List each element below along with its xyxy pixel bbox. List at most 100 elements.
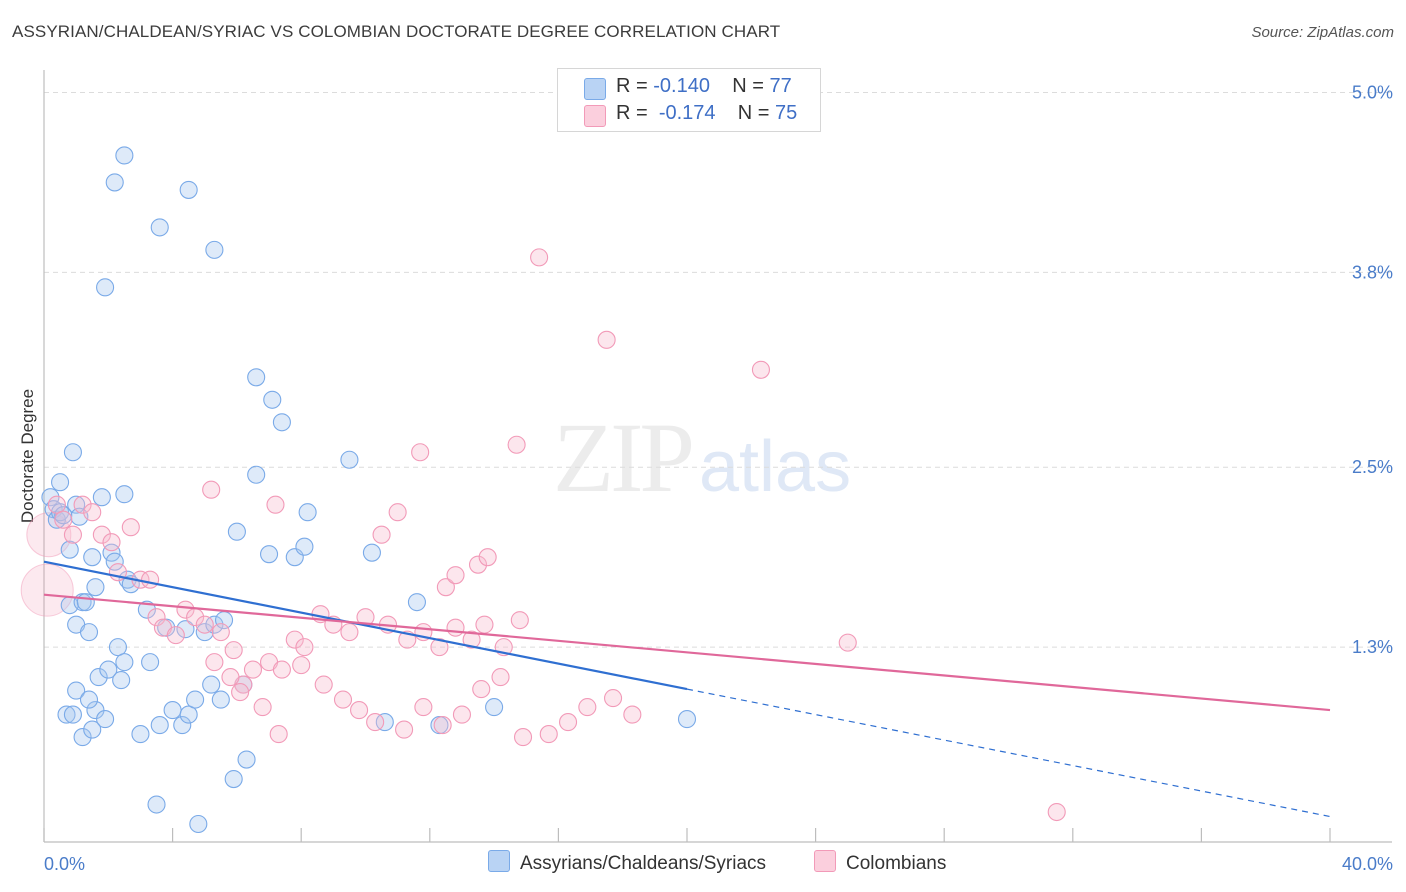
colombians-point: [623, 705, 642, 724]
legend-swatch-colombians: [584, 105, 606, 127]
assyrians-point: [76, 593, 95, 612]
assyrians-point: [108, 638, 127, 657]
assyrians-trend-line: [43, 560, 688, 691]
assyrians-point: [67, 681, 86, 700]
assyrians-point: [137, 600, 156, 619]
colombians-point: [141, 570, 160, 589]
colombians-point: [491, 668, 510, 687]
colombians-point: [314, 675, 333, 694]
assyrians-point: [205, 240, 224, 259]
colombians-point: [604, 689, 623, 708]
assyrians-point: [63, 705, 82, 724]
x-tick-label: 40.0%: [1342, 854, 1393, 874]
assyrians-point: [179, 180, 198, 199]
colombians-point: [472, 680, 491, 699]
colombians-point: [539, 725, 558, 744]
colombians-point: [92, 525, 111, 544]
y-axis-title: Doctorate Degree: [18, 389, 37, 523]
colombians-point: [253, 698, 272, 717]
colombians-point: [102, 533, 121, 552]
colombians-point: [478, 548, 497, 567]
colombians-point: [414, 698, 433, 717]
assyrians-point: [186, 690, 205, 709]
colombians-point: [269, 725, 288, 744]
colombians-point: [751, 360, 770, 379]
colombians-point: [73, 495, 92, 514]
colombians-point: [433, 716, 452, 735]
assyrians-point: [407, 593, 426, 612]
assyrians-point: [176, 620, 195, 639]
colombians-point: [295, 638, 314, 657]
colombians-point: [395, 720, 414, 739]
legend-text-assyrians: R = -0.140 N = 77: [616, 75, 792, 97]
assyrians-point: [79, 690, 99, 709]
colombians-point: [507, 435, 526, 454]
assyrians-point: [211, 690, 230, 709]
bottom-legend-label-assyrians: Assyrians/Chaldeans/Syriacs: [520, 853, 767, 874]
bottom-legend-label-colombians: Colombians: [846, 853, 947, 874]
colombians-point: [468, 555, 488, 574]
y-tick-label: 3.8%: [1352, 262, 1393, 282]
assyrians-point: [362, 543, 381, 562]
assyrians-point: [340, 450, 359, 469]
colombians-point: [83, 503, 102, 522]
assyrians-point: [247, 368, 266, 387]
assyrians-trend-extension: [686, 688, 1331, 818]
colombians-point: [166, 626, 185, 645]
assyrians-point: [227, 522, 246, 541]
colombians-point: [272, 660, 291, 679]
assyrians-point: [57, 705, 76, 724]
assyrians-point: [163, 701, 182, 720]
assyrians-point: [677, 710, 697, 729]
assyrians-point: [179, 705, 198, 724]
colombians-point: [597, 330, 616, 349]
assyrians-point: [96, 710, 115, 729]
colombians-point: [530, 248, 549, 267]
colombians-point: [231, 683, 250, 702]
colombians-point: [54, 510, 73, 529]
colombians-point: [202, 480, 221, 499]
y-tick-label: 2.5%: [1352, 457, 1393, 477]
assyrians-point: [63, 443, 82, 462]
colombians-point: [411, 443, 430, 462]
colombians-point: [63, 525, 82, 544]
assyrians-point: [189, 814, 208, 834]
colombians-point: [1047, 802, 1066, 822]
colombians-point: [340, 623, 359, 642]
colombians-point: [430, 638, 449, 657]
colombians-point: [350, 701, 369, 720]
assyrians-point: [115, 146, 134, 165]
assyrians-point: [263, 390, 282, 409]
assyrians-point: [147, 795, 166, 814]
colombians-point: [462, 630, 481, 649]
assyrians-point: [272, 413, 291, 432]
assyrians-point: [83, 720, 102, 739]
colombians-point: [47, 495, 66, 514]
assyrians-point: [259, 545, 279, 564]
colombians-point: [211, 623, 230, 642]
assyrians-point: [195, 623, 214, 642]
assyrians-point: [79, 623, 99, 642]
assyrians-point: [150, 716, 169, 735]
assyrians-point: [150, 218, 169, 237]
assyrians-point: [247, 465, 266, 484]
colombians-point: [176, 600, 195, 619]
colombians-point: [475, 615, 494, 634]
colombians-point: [446, 618, 465, 637]
x-tick-label: 0.0%: [44, 854, 85, 874]
colombians-trend-line: [43, 593, 1331, 712]
assyrians-point: [295, 537, 314, 556]
assyrians-point: [298, 503, 317, 522]
chart-title: ASSYRIAN/CHALDEAN/SYRIAC VS COLOMBIAN DO…: [12, 22, 781, 41]
colombians-point: [372, 525, 391, 544]
bottom-legend-assyrians: Assyrians/Chaldeans/Syriacs: [488, 850, 766, 875]
assyrians-point: [73, 728, 92, 747]
colombians-point: [838, 633, 857, 652]
assyrians-point: [83, 548, 102, 567]
assyrians-point: [92, 488, 111, 507]
colombians-point: [285, 630, 304, 649]
assyrians-point: [375, 713, 394, 732]
colombians-point: [147, 608, 166, 627]
assyrians-point: [224, 769, 243, 789]
